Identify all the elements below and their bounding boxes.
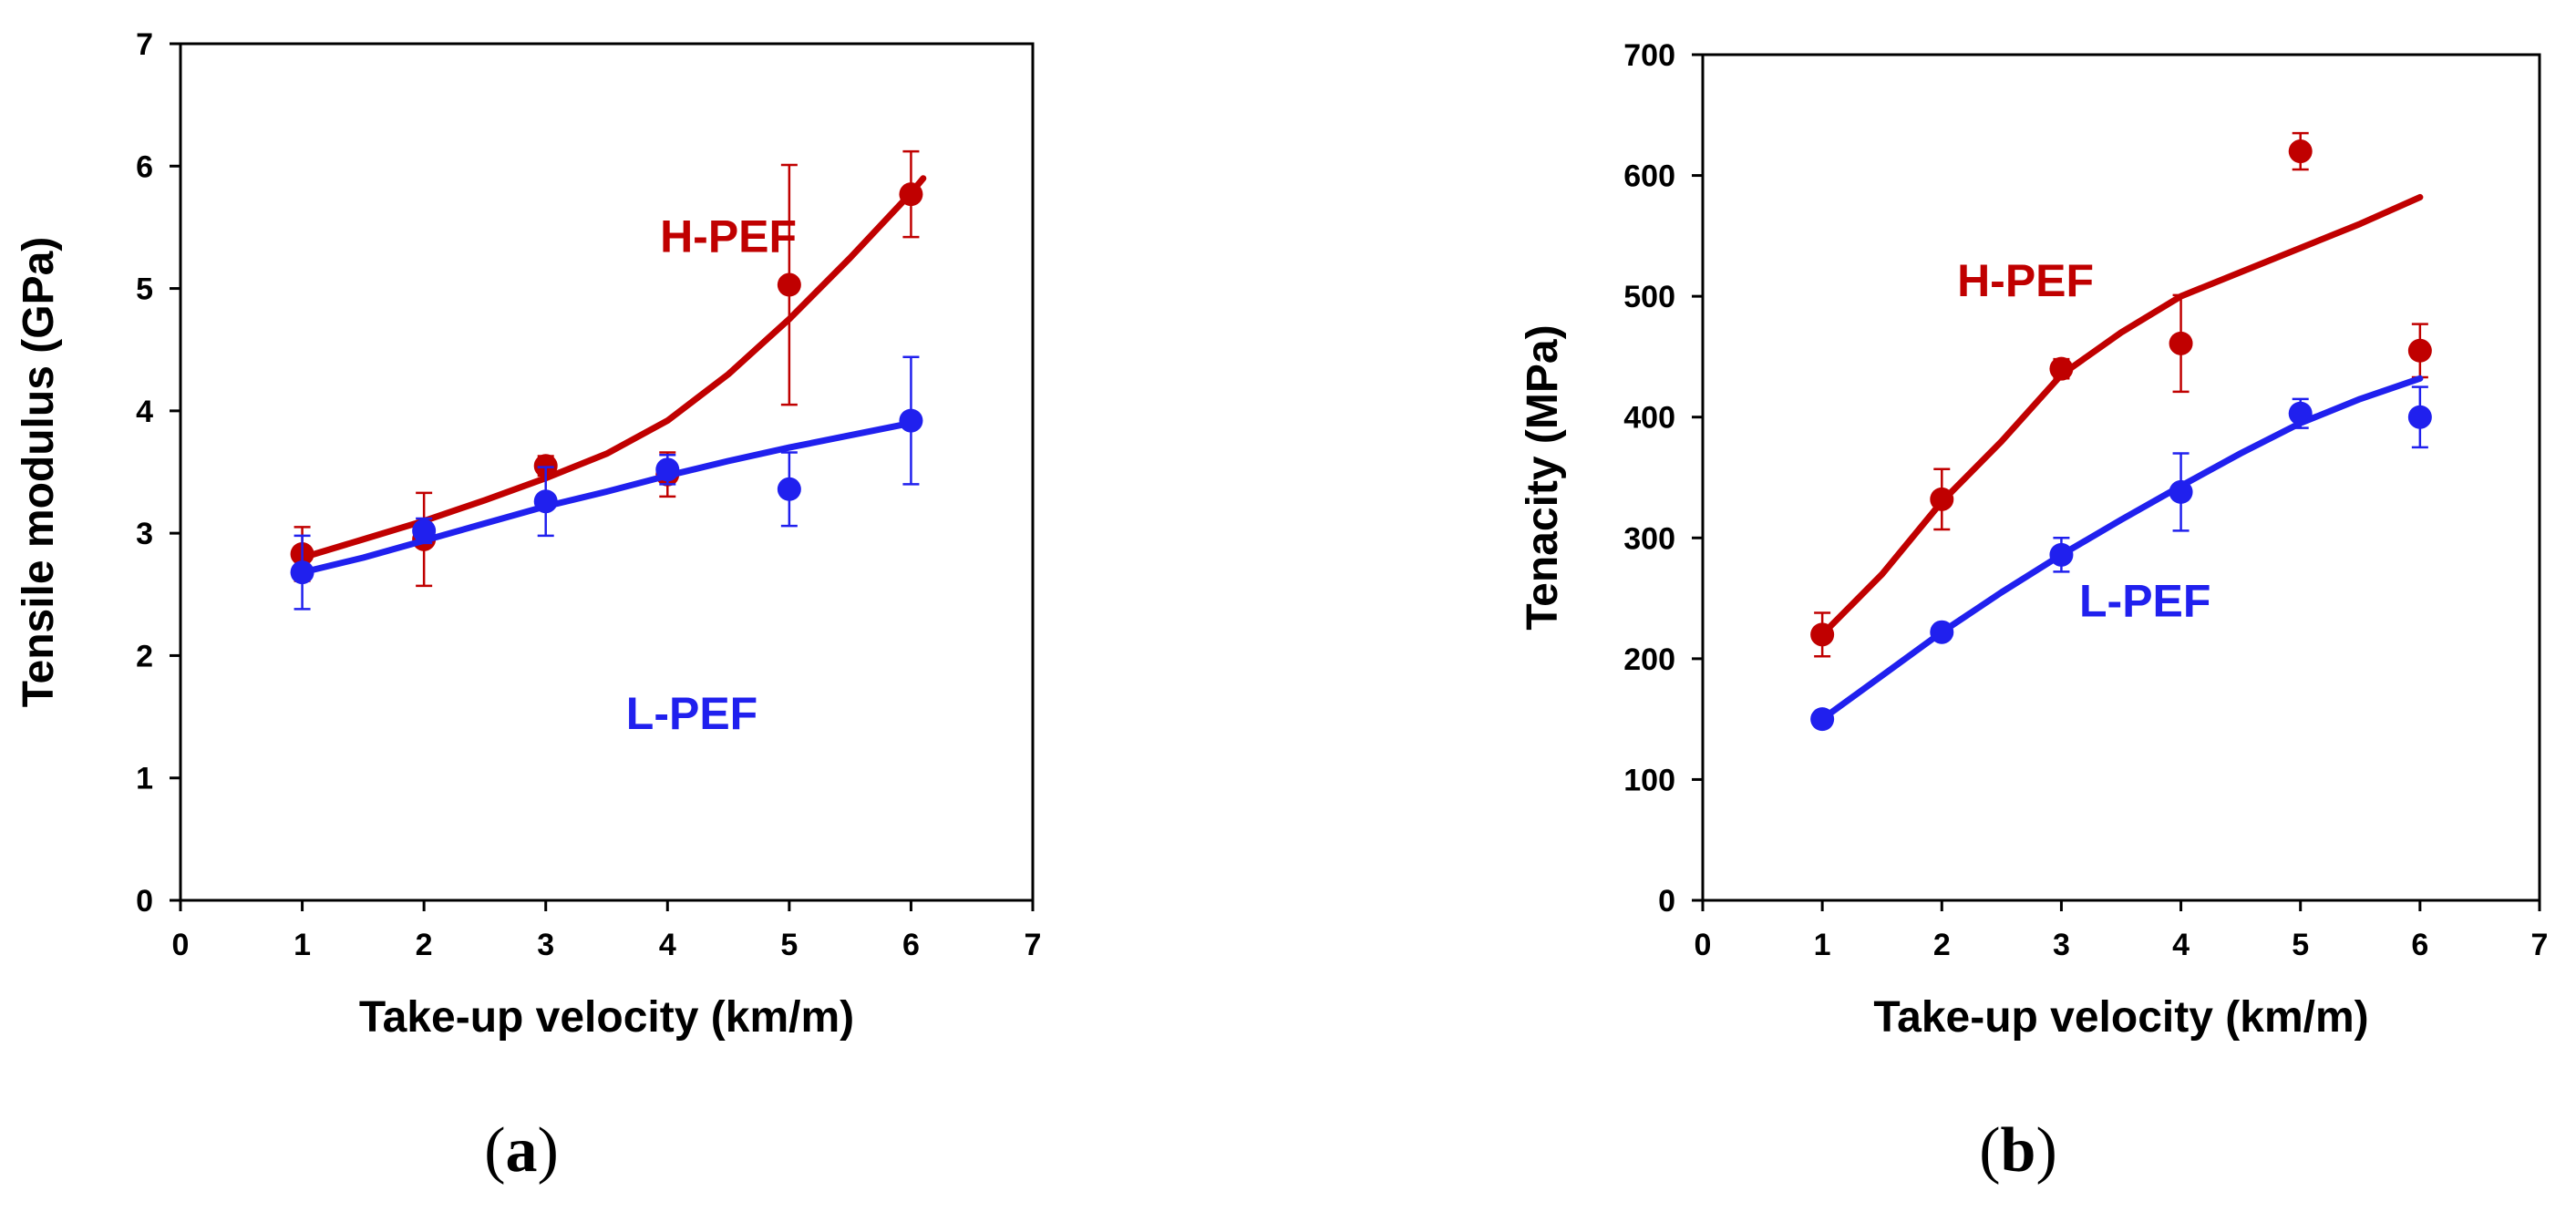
chart1-l-pef-point [2169,479,2193,504]
chart0-h-pef-fit-line [299,175,927,561]
chart0-x-tick-label: 3 [537,928,554,962]
chart0-y-axis-title: Tensile modulus (GPa) [15,237,63,708]
chart0-x-tick-label: 0 [172,928,190,962]
chart0-l-pef-point [899,408,923,433]
chart0-l-pef-fit-line [299,419,914,576]
chart0-l-pef-point [290,560,314,585]
chart1-plot-frame [1701,53,2541,902]
chart1-x-tick-label: 1 [1814,928,1831,962]
chart1-y-tick-label: 700 [1623,38,1675,73]
chart0-l-pef-point [655,457,680,482]
chart0-x-tick-label: 5 [780,928,798,962]
chart1-h-pef-fit-line [1819,193,2424,638]
chart0-y-tick-label: 0 [136,884,153,919]
chart1-x-tick-label: 7 [2531,928,2549,962]
chart0-y-tick-label: 7 [136,27,153,62]
chart0-h-pef-series-label: H-PEF [660,211,797,262]
chart1-y-axis-title: Tenacity (MPa) [1519,324,1567,630]
chart1-h-pef-point [1810,622,1835,647]
chart0-x-tick-label: 6 [902,928,920,962]
chart1-h-pef-point [2169,331,2193,355]
chart1-h-pef-series-label: H-PEF [1957,255,2094,306]
chart0-h-pef-point [533,454,558,478]
chart1-l-pef-point [2407,405,2432,429]
chart1-x-tick-label: 3 [2053,928,2070,962]
chart0-panel-label: (a) [484,1115,559,1186]
chart1-h-pef-point [2407,338,2432,363]
chart1-y-tick-label: 300 [1623,521,1675,556]
chart0-x-tick-label: 1 [294,928,311,962]
chart0-x-axis-title: Take-up velocity (km/m) [359,993,854,1042]
chart1-l-pef-point [2288,401,2313,426]
chart0-x-tick-label: 2 [416,928,433,962]
chart0-l-pef-point [412,519,437,543]
chart1-y-tick-label: 200 [1623,642,1675,677]
chart1-x-tick-label: 0 [1695,928,1712,962]
chart0-h-pef-point [777,272,801,297]
chart0-plot-frame [179,42,1035,902]
chart1-x-tick-label: 5 [2292,928,2309,962]
chart0-h-pef-point [899,182,923,207]
chart1-x-tick-label: 4 [2172,928,2190,962]
chart1-x-tick-label: 6 [2411,928,2428,962]
chart0-l-pef-point [777,477,801,501]
chart1-l-pef-fit-line [1819,375,2424,723]
chart1-y-tick-label: 400 [1623,401,1675,436]
chart0-y-tick-label: 6 [136,149,153,184]
chart0-l-pef-point [533,489,558,514]
chart1-x-tick-label: 2 [1933,928,1951,962]
chart1-x-axis-title: Take-up velocity (km/m) [1873,993,2368,1042]
chart1-h-pef-point [1930,487,1954,511]
chart1-h-pef-point [2049,356,2074,381]
chart1-l-pef-point [1810,707,1835,732]
chart1-y-tick-label: 600 [1623,159,1675,194]
chart1-y-tick-label: 0 [1658,884,1675,919]
chart1-y-tick-label: 100 [1623,763,1675,797]
chart0-y-tick-label: 4 [136,395,153,429]
chart1-panel-label: (b) [1979,1115,2057,1186]
chart0-y-tick-label: 2 [136,639,153,673]
chart1-h-pef-point [2288,139,2313,164]
chart1-y-tick-label: 500 [1623,280,1675,314]
chart0-y-tick-label: 5 [136,272,153,307]
chart0-y-tick-label: 1 [136,762,153,796]
chart1-l-pef-point [2049,542,2074,567]
chart0-y-tick-label: 3 [136,517,153,551]
chart0-l-pef-series-label: L-PEF [626,688,757,739]
chart1-l-pef-point [1930,620,1954,644]
chart0-x-tick-label: 7 [1025,928,1042,962]
chart1-l-pef-series-label: L-PEF [2079,575,2210,626]
chart0-x-tick-label: 4 [659,928,676,962]
